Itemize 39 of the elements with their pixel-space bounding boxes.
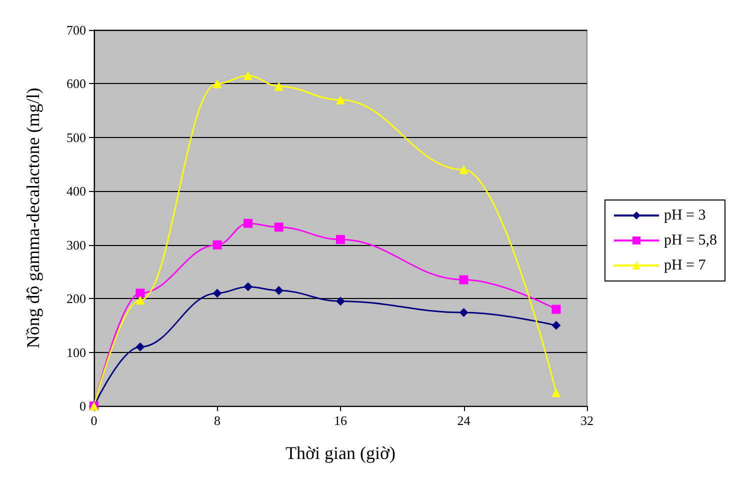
x-tick-label: 0 [90, 413, 98, 428]
y-tick-label: 300 [66, 237, 86, 252]
point [552, 320, 561, 330]
point [244, 71, 253, 80]
point [552, 388, 561, 398]
point [136, 342, 145, 352]
point [212, 79, 222, 88]
point [274, 222, 284, 232]
point [336, 234, 345, 244]
point [274, 286, 284, 296]
point [459, 165, 468, 174]
legend-label: pH = 3 [664, 208, 706, 224]
point [336, 296, 345, 306]
point [459, 308, 468, 318]
point [274, 82, 284, 91]
legend-label: pH = 7 [664, 258, 706, 274]
point [212, 240, 222, 250]
point [552, 304, 561, 314]
y-tick-label: 500 [66, 130, 86, 145]
x-tick-label: 16 [334, 413, 348, 428]
point [136, 296, 145, 305]
y-tick-label: 600 [66, 76, 86, 92]
point [244, 218, 253, 228]
point [244, 282, 253, 292]
point [136, 288, 145, 298]
y-axis-title: Nồng độ gamma-decalactone (mg/l) [23, 88, 43, 348]
y-tick-label: 200 [66, 291, 86, 306]
legend-label: pH = 5,8 [664, 232, 718, 248]
x-axis-title: Thời gian (giờ) [285, 443, 396, 463]
y-tick-label: 100 [66, 344, 86, 360]
point [212, 288, 222, 298]
y-tick-label: 700 [66, 22, 86, 38]
point [459, 275, 468, 284]
x-tick-label: 32 [580, 413, 594, 428]
y-tick-label: 0 [80, 398, 86, 414]
point [336, 95, 345, 104]
x-tick-label: 24 [457, 413, 471, 428]
x-tick-label: 8 [214, 413, 220, 428]
y-tick-label: 400 [66, 184, 86, 199]
